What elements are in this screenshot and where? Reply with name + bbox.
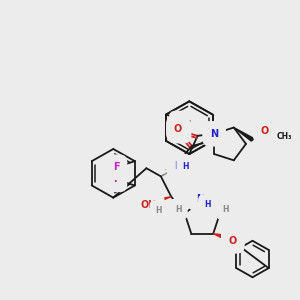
Text: N: N <box>174 161 182 171</box>
Text: H: H <box>204 200 211 209</box>
Text: N: N <box>210 129 218 139</box>
Text: F: F <box>113 162 119 172</box>
Text: CH₃: CH₃ <box>176 117 192 126</box>
Text: H: H <box>222 205 228 214</box>
Text: O: O <box>174 124 182 134</box>
Text: H: H <box>182 162 189 171</box>
Text: OH: OH <box>140 200 157 210</box>
Text: H: H <box>156 206 162 215</box>
Polygon shape <box>234 128 254 141</box>
Text: O: O <box>261 126 269 136</box>
Text: O: O <box>176 126 184 136</box>
Text: CH₃: CH₃ <box>277 132 292 141</box>
Text: O: O <box>229 236 237 246</box>
Polygon shape <box>213 234 224 239</box>
Text: F: F <box>113 174 119 184</box>
Text: ···: ··· <box>163 166 171 175</box>
Text: H: H <box>175 205 182 214</box>
Polygon shape <box>154 196 171 203</box>
Text: N: N <box>196 194 204 204</box>
